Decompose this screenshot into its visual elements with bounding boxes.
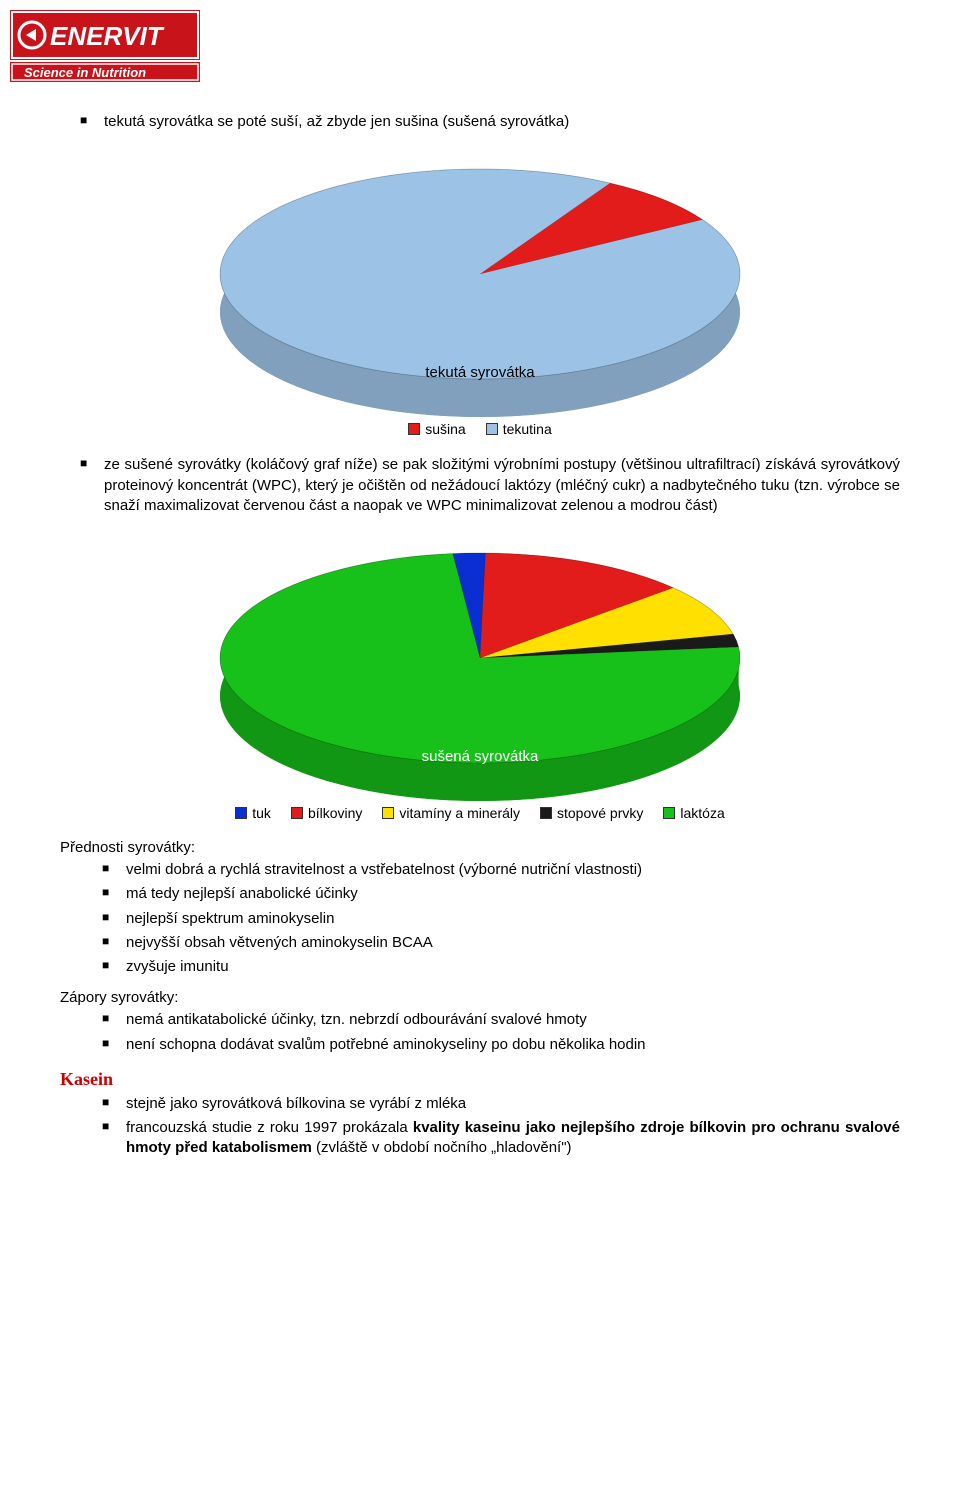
- legend-swatch: [291, 807, 303, 819]
- chart2-legend: tuk bílkoviny vitamíny a minerály stopové p…: [150, 805, 810, 821]
- list-item: není schopna dodávat svalům potřebné ami…: [60, 1035, 900, 1055]
- legend-swatch: [408, 423, 420, 435]
- legend-label: tuk: [252, 805, 271, 821]
- list-item: zvyšuje imunitu: [60, 957, 900, 977]
- svg-text:ENERVIT: ENERVIT: [50, 21, 165, 51]
- legend-label: tekutina: [503, 421, 552, 437]
- legend-item: bílkoviny: [291, 805, 362, 821]
- disadvantages-list: nemá antikatabolické účinky, tzn. nebrzd…: [60, 1010, 900, 1055]
- legend-label: sušina: [425, 421, 465, 437]
- chart1-title: tekutá syrovátka: [150, 364, 810, 381]
- brand-logo: ENERVIT Science in Nutrition: [10, 10, 960, 82]
- legend-item: laktóza: [663, 805, 724, 821]
- list-item: nejvyšší obsah větvených aminokyselin BC…: [60, 933, 900, 953]
- legend-swatch: [382, 807, 394, 819]
- legend-swatch: [486, 423, 498, 435]
- kasein-list: stejně jako syrovátková bílkovina se vyr…: [60, 1094, 900, 1159]
- legend-item: sušina: [408, 421, 465, 437]
- chart-susena-syrovatka: sušená syrovátka tuk bílkoviny vitamíny a …: [150, 528, 810, 821]
- chart1-legend: sušina tekutina: [150, 421, 810, 437]
- kasein-heading: Kasein: [60, 1069, 900, 1090]
- legend-item: tekutina: [486, 421, 552, 437]
- legend-label: stopové prvky: [557, 805, 643, 821]
- advantages-heading: Přednosti syrovátky:: [60, 839, 900, 856]
- top-bullets: tekutá syrovátka se poté suší, až zbyde …: [60, 112, 900, 132]
- list-item: francouzská studie z roku 1997 prokázala…: [60, 1118, 900, 1159]
- disadvantages-heading: Zápory syrovátky:: [60, 989, 900, 1006]
- chart2-title: sušená syrovátka: [150, 748, 810, 765]
- chart-tekuta-syrovatka: tekutá syrovátka sušina tekutina: [150, 144, 810, 437]
- bold-text: kvality kaseinu jako nejlepšího zdroje b…: [126, 1119, 900, 1156]
- legend-item: tuk: [235, 805, 271, 821]
- legend-label: vitamíny a minerály: [399, 805, 520, 821]
- list-item: má tedy nejlepší anabolické účinky: [60, 884, 900, 904]
- legend-label: laktóza: [680, 805, 724, 821]
- list-item: stejně jako syrovátková bílkovina se vyr…: [60, 1094, 900, 1114]
- legend-swatch: [663, 807, 675, 819]
- legend-swatch: [235, 807, 247, 819]
- legend-item: stopové prvky: [540, 805, 643, 821]
- list-item: velmi dobrá a rychlá stravitelnost a vst…: [60, 860, 900, 880]
- list-item: ze sušené syrovátky (koláčový graf níže)…: [60, 455, 900, 516]
- legend-label: bílkoviny: [308, 805, 362, 821]
- mid-bullets: ze sušené syrovátky (koláčový graf níže)…: [60, 455, 900, 516]
- advantages-list: velmi dobrá a rychlá stravitelnost a vst…: [60, 860, 900, 977]
- svg-text:Science in Nutrition: Science in Nutrition: [24, 65, 146, 80]
- list-item: tekutá syrovátka se poté suší, až zbyde …: [60, 112, 900, 132]
- legend-swatch: [540, 807, 552, 819]
- legend-item: vitamíny a minerály: [382, 805, 520, 821]
- list-item: nemá antikatabolické účinky, tzn. nebrzd…: [60, 1010, 900, 1030]
- list-item: nejlepší spektrum aminokyselin: [60, 909, 900, 929]
